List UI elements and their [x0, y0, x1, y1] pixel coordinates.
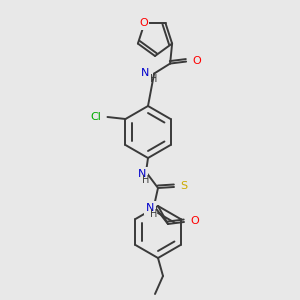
- Text: O: O: [192, 56, 201, 66]
- Text: N: N: [146, 203, 154, 213]
- Text: O: O: [190, 216, 199, 226]
- Text: S: S: [180, 181, 187, 191]
- Text: O: O: [139, 18, 148, 28]
- Text: N: N: [138, 169, 146, 179]
- Text: Cl: Cl: [91, 112, 101, 122]
- Text: H: H: [142, 175, 150, 185]
- Text: H: H: [150, 74, 158, 84]
- Text: H: H: [150, 209, 158, 219]
- Text: N: N: [141, 68, 149, 78]
